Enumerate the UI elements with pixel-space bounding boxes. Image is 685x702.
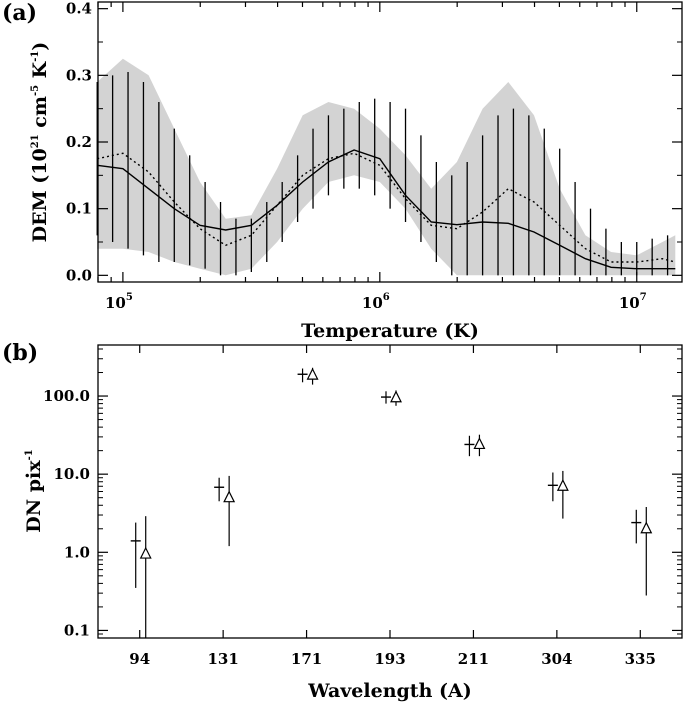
- panel-a-ylabel-end: ): [29, 42, 51, 51]
- panel-a-ylabel-sup3: -1: [30, 51, 41, 62]
- b-xtick-label: 304: [541, 650, 572, 668]
- model-point: [223, 490, 236, 503]
- panel-a-ylabel-sup2: -5: [30, 85, 41, 96]
- a-ytick-label: 0.2: [66, 133, 92, 151]
- model-point: [390, 390, 402, 403]
- panel-a-ylabel-main: DEM (10: [29, 148, 51, 242]
- a-ytick-label: 0.4: [66, 0, 92, 18]
- panel-b-ylabel: DN pix-1: [23, 449, 45, 532]
- model-point: [556, 478, 569, 491]
- b-ytick-label: 0.1: [64, 621, 90, 639]
- panel-b-points: [130, 367, 653, 638]
- b-xtick-label: 94: [129, 650, 150, 668]
- panel-b-ylabel-main: DN pix: [23, 460, 45, 533]
- a-xtick-label: 107: [619, 292, 647, 312]
- b-ytick-label: 100.0: [43, 387, 90, 405]
- dem-line-dotted: [97, 152, 676, 263]
- a-xtick-label: 105: [105, 292, 133, 312]
- b-ytick-label: 1.0: [64, 543, 90, 561]
- panel-b-ticks: 0.1 1.0 10.0 100.0 94 131 171 193 211 304 335: [43, 345, 682, 668]
- dem-lines: [97, 149, 676, 270]
- model-point: [640, 521, 653, 534]
- model-point: [139, 546, 152, 559]
- b-ytick-label: 10.0: [53, 465, 90, 483]
- panel-a-ylabel-mid2: K: [29, 60, 51, 85]
- panel-b-label: (b): [2, 340, 38, 366]
- model-point: [306, 367, 319, 380]
- model-point: [473, 437, 486, 450]
- b-xtick-label: 171: [291, 650, 322, 668]
- panel-a-ticks: 0.0 0.1 0.2 0.3 0.4 105 106 107: [66, 0, 682, 312]
- panel-a-label: (a): [2, 0, 37, 26]
- panel-a-xlabel: Temperature (K): [301, 320, 479, 342]
- panel-a-ylabel: DEM (1021 cm-5 K-1): [29, 42, 51, 243]
- b-xtick-label: 211: [458, 650, 489, 668]
- dem-line-solid: [97, 149, 676, 270]
- b-xtick-label: 131: [207, 650, 238, 668]
- b-xtick-label: 335: [625, 650, 656, 668]
- panel-b-ylabel-sup: -1: [24, 449, 35, 460]
- panel-b-xlabel: Wavelength (A): [307, 680, 471, 702]
- a-ytick-label: 0.0: [66, 266, 92, 284]
- panel-a-frame: [97, 1, 683, 283]
- panel-a-ylabel-mid: cm: [29, 96, 51, 134]
- panel-b-frame: [97, 344, 683, 639]
- a-xtick-label: 106: [362, 292, 390, 312]
- a-ytick-label: 0.1: [66, 200, 92, 218]
- b-xtick-label: 193: [374, 650, 405, 668]
- panel-a-ylabel-sup1: 21: [30, 134, 41, 148]
- panel-a-dem-chart: (a) 0.0 0.1 0.2 0.3 0.4 105 106 107 Temperature…: [2, 0, 683, 342]
- a-ytick-label: 0.3: [66, 66, 92, 84]
